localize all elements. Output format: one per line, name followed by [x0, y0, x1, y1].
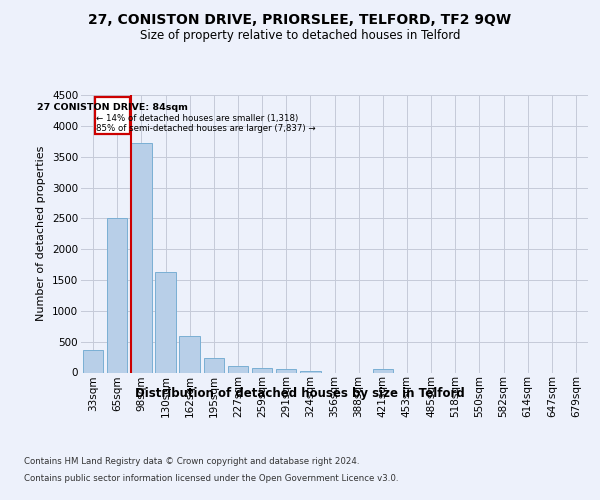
Text: Contains public sector information licensed under the Open Government Licence v3: Contains public sector information licen… — [24, 474, 398, 483]
Bar — [276, 369, 296, 372]
Bar — [227, 366, 248, 372]
FancyBboxPatch shape — [95, 98, 130, 134]
Bar — [179, 336, 200, 372]
Bar — [252, 368, 272, 372]
Text: Contains HM Land Registry data © Crown copyright and database right 2024.: Contains HM Land Registry data © Crown c… — [24, 458, 359, 466]
Bar — [300, 370, 320, 372]
Text: 27, CONISTON DRIVE, PRIORSLEE, TELFORD, TF2 9QW: 27, CONISTON DRIVE, PRIORSLEE, TELFORD, … — [88, 12, 512, 26]
Text: Size of property relative to detached houses in Telford: Size of property relative to detached ho… — [140, 29, 460, 42]
Bar — [83, 350, 103, 372]
Bar — [373, 369, 393, 372]
Text: 27 CONISTON DRIVE: 84sqm: 27 CONISTON DRIVE: 84sqm — [37, 103, 187, 112]
Bar — [155, 272, 176, 372]
Bar — [107, 218, 127, 372]
Bar — [131, 143, 152, 372]
Text: Distribution of detached houses by size in Telford: Distribution of detached houses by size … — [135, 388, 465, 400]
Y-axis label: Number of detached properties: Number of detached properties — [37, 146, 46, 322]
Text: 85% of semi-detached houses are larger (7,837) →: 85% of semi-detached houses are larger (… — [97, 124, 316, 132]
Text: ← 14% of detached houses are smaller (1,318): ← 14% of detached houses are smaller (1,… — [97, 114, 299, 123]
Bar — [203, 358, 224, 372]
